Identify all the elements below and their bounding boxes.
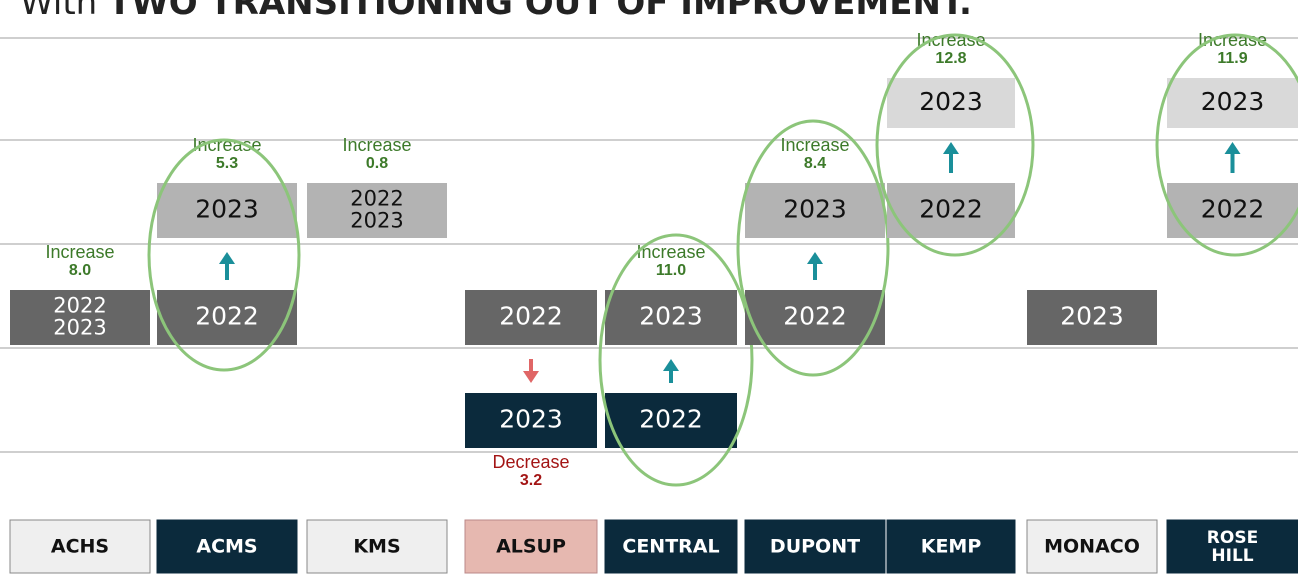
change-label: Increase (780, 135, 849, 155)
score-year: 2023 (1201, 87, 1265, 116)
school-tab (604, 519, 738, 574)
highlight-ellipse (598, 233, 754, 487)
score-year-line: 2022 (919, 195, 983, 224)
change-value: 11.0 (656, 262, 686, 279)
score-year: 2022 (195, 302, 259, 331)
school-name: KEMP (921, 536, 982, 558)
score-year-line: 2023 (639, 302, 703, 331)
change-value: 8.0 (69, 262, 91, 279)
school-name: CENTRAL (622, 536, 719, 558)
change-arrow-head (943, 142, 959, 154)
score-box (605, 393, 737, 448)
school-name: MONACO (1044, 536, 1140, 558)
score-year-line: 2023 (499, 405, 563, 434)
school-tab (464, 519, 598, 574)
score-box (745, 183, 885, 238)
title-bold: TWO TRANSITIONING OUT OF IMPROVEMENT. (108, 0, 972, 23)
score-box (1167, 78, 1298, 128)
school-name-line: HILL (1211, 546, 1253, 566)
change-arrow-head (523, 371, 539, 383)
change-value: 11.9 (1217, 50, 1247, 67)
school-name: ACHS (51, 536, 109, 558)
score-year-line: 2022 (53, 294, 106, 318)
change-label: Increase (916, 30, 985, 50)
change-value: 0.8 (366, 155, 388, 172)
score-year: 2023 (1060, 302, 1124, 331)
change-arrow-head (663, 359, 679, 371)
score-box (465, 393, 597, 448)
score-year: 2023 (783, 195, 847, 224)
score-year-line: 2023 (195, 195, 259, 224)
score-year-line: 2022 (499, 302, 563, 331)
title: With TWO TRANSITIONING OUT OF IMPROVEMEN… (20, 0, 972, 23)
score-box (157, 290, 297, 345)
score-year: 2023 (499, 405, 563, 434)
school-tab (156, 519, 298, 574)
score-box (887, 183, 1015, 238)
score-box (307, 183, 447, 238)
score-year-line: 2023 (350, 209, 403, 233)
change-arrow-head (1224, 142, 1241, 154)
score-year: 2023 (195, 195, 259, 224)
school-tab (306, 519, 448, 574)
highlight-ellipse (875, 33, 1035, 257)
score-year: 2022 (1201, 195, 1265, 224)
school-tab (9, 519, 151, 574)
score-year-line: 2023 (783, 195, 847, 224)
score-box (605, 290, 737, 345)
score-year: 2022 2023 (350, 187, 403, 233)
score-year-line: 2022 (639, 405, 703, 434)
change-value: 8.4 (804, 155, 826, 172)
score-year-line: 2023 (53, 316, 106, 340)
title-lead: With (20, 0, 97, 23)
score-box (745, 290, 885, 345)
score-year-line: 2023 (1060, 302, 1124, 331)
school-name: DUPONT (770, 536, 860, 558)
score-year-line: 2023 (1201, 87, 1265, 116)
score-year-line: 2022 (783, 302, 847, 331)
score-year: 2022 (783, 302, 847, 331)
change-label: Increase (342, 135, 411, 155)
change-value: 3.2 (520, 472, 542, 489)
score-box (1027, 290, 1157, 345)
score-year: 2022 (499, 302, 563, 331)
score-year-line: 2023 (919, 87, 983, 116)
score-year-line: 2022 (1201, 195, 1265, 224)
school-name: ACMS (196, 536, 257, 558)
highlight-ellipse (736, 119, 890, 377)
school-tab (1166, 519, 1298, 574)
school-tab (886, 519, 1016, 574)
highlight-ellipse (147, 138, 301, 372)
score-box (1167, 183, 1298, 238)
change-label: Increase (636, 242, 705, 262)
change-value: 5.3 (216, 155, 238, 172)
change-arrow-head (219, 252, 235, 264)
score-box (465, 290, 597, 345)
score-box (157, 183, 297, 238)
highlight-ellipse (1155, 33, 1298, 257)
score-box (887, 78, 1015, 128)
score-box (10, 290, 150, 345)
change-arrow-head (807, 252, 823, 264)
change-label: Decrease (492, 452, 569, 472)
score-year: 2022 (639, 405, 703, 434)
school-tab (1026, 519, 1158, 574)
school-name: ALSUP (496, 536, 566, 558)
change-label: Increase (192, 135, 261, 155)
school-name: KMS (353, 536, 400, 558)
score-year: 2023 (639, 302, 703, 331)
score-year-line: 2022 (350, 187, 403, 211)
score-year-line: 2022 (195, 302, 259, 331)
score-year: 2022 2023 (53, 294, 106, 340)
change-label: Increase (45, 242, 114, 262)
school-tab (744, 519, 886, 574)
score-year: 2023 (919, 87, 983, 116)
change-label: Increase (1198, 30, 1267, 50)
school-name: ROSE HILL (1207, 528, 1258, 566)
change-value: 12.8 (935, 50, 966, 67)
score-year: 2022 (919, 195, 983, 224)
school-name-line: ROSE (1207, 528, 1258, 548)
